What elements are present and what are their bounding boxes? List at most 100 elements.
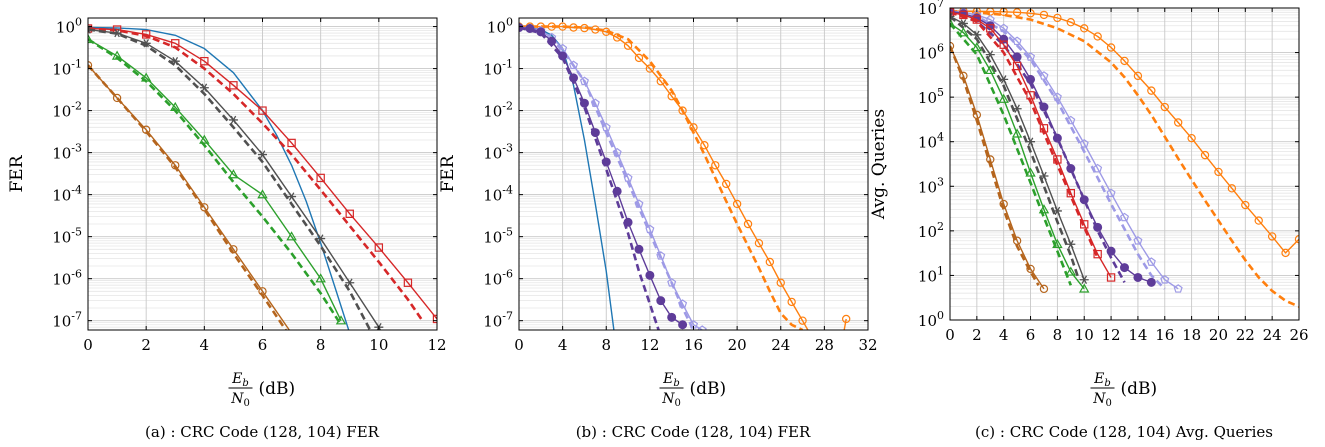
data-point (841, 314, 851, 324)
x-tick-label: 20 (728, 336, 747, 354)
data-point (1079, 275, 1089, 284)
data-point (1267, 232, 1277, 241)
data-point (776, 278, 785, 287)
data-point (1120, 263, 1129, 273)
data-point (1093, 32, 1102, 41)
x-tick-label: 0 (83, 336, 93, 354)
series-line-1 (88, 27, 437, 320)
y-tick-label: 10-4 (52, 184, 82, 205)
y-tick-label: 10-7 (483, 310, 513, 331)
data-point (722, 179, 731, 189)
data-point (700, 141, 709, 150)
series-line-2 (519, 25, 804, 330)
series-line-5 (88, 38, 342, 321)
data-point (985, 64, 996, 75)
series-line-0 (950, 10, 1299, 254)
data-point (634, 53, 644, 63)
data-point (985, 50, 995, 59)
series-line-9 (950, 15, 1081, 281)
data-point (1254, 216, 1263, 225)
data-point (1066, 18, 1076, 27)
data-point (286, 231, 297, 241)
data-point (1039, 284, 1049, 294)
data-point (1093, 249, 1102, 259)
svg-text:N0: N0 (230, 391, 250, 409)
data-point (1173, 118, 1183, 127)
x-tick-label: 4 (558, 336, 568, 354)
x-tick-label: 16 (1155, 326, 1174, 344)
y-tick-label: 101 (918, 264, 944, 285)
data-point (1133, 71, 1143, 81)
x-axis-label: Eb N0 (dB) (1090, 371, 1157, 409)
data-point (316, 234, 326, 243)
y-tick-label: 10-3 (52, 142, 82, 163)
data-point (1080, 220, 1089, 229)
data-point (1146, 277, 1156, 287)
data-point (645, 270, 655, 280)
data-point (228, 115, 238, 125)
series-line-6 (88, 38, 343, 326)
svg-text:Eb: Eb (231, 371, 249, 389)
y-tick-label: 10-5 (483, 226, 513, 247)
data-point (656, 296, 666, 306)
data-point (1200, 150, 1210, 160)
svg-text:(dB): (dB) (690, 379, 727, 399)
data-point (645, 64, 655, 73)
y-tick-label: 107 (918, 0, 944, 18)
series-line-13 (950, 45, 1040, 286)
x-tick-label: 26 (1289, 326, 1308, 344)
y-tick-label: 10-6 (52, 268, 82, 289)
y-tick-label: 10-2 (52, 100, 82, 121)
y-tick-label: 105 (918, 86, 944, 107)
data-point (732, 199, 742, 209)
series-line-8 (88, 64, 287, 330)
x-tick-label: 0 (514, 336, 524, 354)
data-point (678, 106, 687, 115)
data-point (199, 83, 209, 92)
x-tick-label: 4 (200, 336, 210, 354)
data-point (1093, 163, 1103, 173)
y-tick-label: 10-1 (52, 58, 82, 79)
chart-panel-0: 0 2 4 6 8 10 12 100 10-1 10-2 10-3 10-4 10-5 10-6 10-7… (7, 16, 447, 441)
data-point (112, 93, 122, 103)
svg-text:N0: N0 (1092, 391, 1112, 409)
x-tick-label: 24 (771, 336, 790, 354)
y-tick-label: 103 (918, 175, 944, 196)
data-point (287, 138, 296, 148)
y-tick-label: 102 (918, 220, 944, 241)
data-point (787, 297, 796, 307)
series-line-3 (950, 9, 1166, 290)
data-point (971, 42, 983, 52)
series-line-4 (88, 28, 372, 330)
data-point (634, 244, 644, 254)
data-point (258, 106, 267, 115)
data-point (1119, 212, 1130, 222)
data-point (200, 56, 209, 66)
y-axis-label: Avg. Queries (869, 109, 889, 220)
data-point (667, 312, 677, 322)
svg-text:(dB): (dB) (259, 379, 296, 399)
y-tick-label: 10-4 (483, 184, 513, 205)
data-point (257, 189, 268, 199)
series-line-5 (519, 26, 683, 326)
data-point (374, 243, 384, 252)
data-point (1133, 236, 1143, 245)
series-group (88, 24, 437, 330)
data-point (798, 316, 807, 325)
data-point (1106, 188, 1116, 198)
x-tick-label: 20 (1209, 326, 1228, 344)
x-tick-label: 6 (1026, 326, 1036, 344)
data-point (972, 30, 982, 40)
x-tick-label: 2 (972, 326, 982, 344)
series-line-1 (950, 9, 1299, 308)
data-point (88, 33, 94, 43)
data-point (623, 41, 633, 50)
data-point (345, 209, 354, 218)
data-point (1173, 284, 1183, 293)
data-point (958, 27, 969, 37)
data-point (1012, 36, 1022, 46)
x-tick-label: 12 (427, 336, 446, 354)
data-point (1011, 128, 1023, 138)
svg-text:Eb: Eb (1093, 371, 1111, 389)
